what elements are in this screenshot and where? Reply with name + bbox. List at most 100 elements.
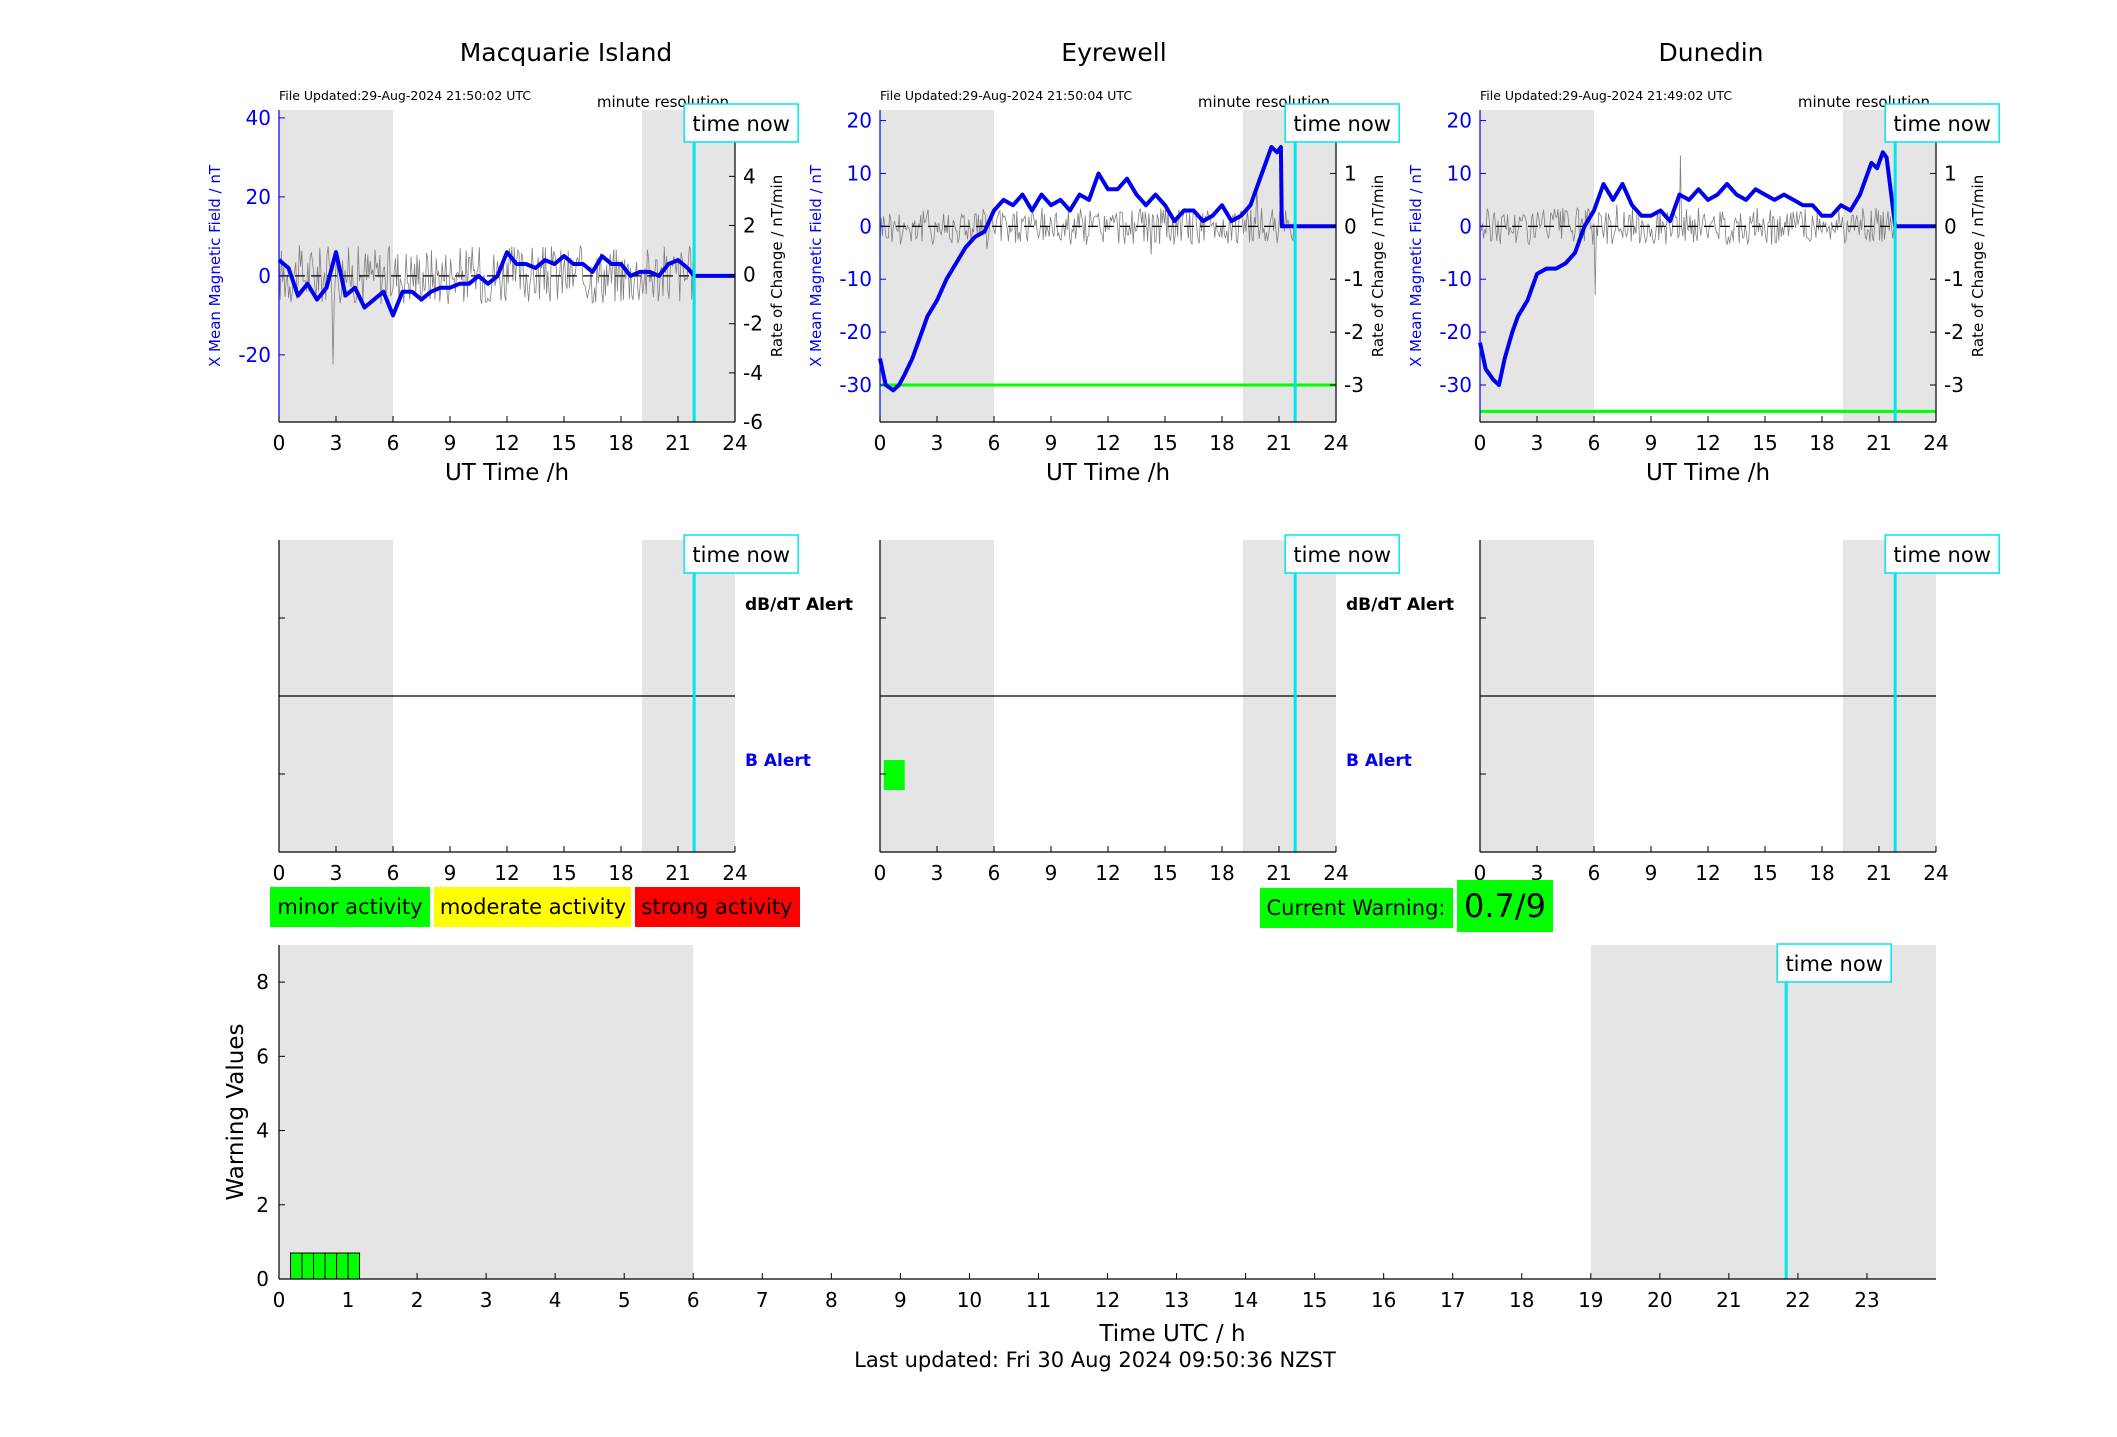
warning-bar bbox=[290, 1252, 303, 1280]
y-right-tick-label: -2 bbox=[1344, 320, 1364, 344]
x-tick-label: 18 bbox=[608, 431, 633, 455]
time-now-label: time now bbox=[1293, 112, 1390, 136]
x-axis-label: UT Time /h bbox=[445, 460, 569, 486]
x-axis-label: UT Time /h bbox=[1646, 460, 1770, 486]
station-plot-2: File Updated:29-Aug-2024 21:49:02 UTC min… bbox=[1407, 88, 2000, 486]
warning-bar bbox=[301, 1252, 315, 1280]
warning-bar bbox=[336, 1252, 349, 1280]
time-now-box bbox=[1284, 534, 1400, 574]
y-right-tick-label: 4 bbox=[743, 164, 756, 188]
x-tick-label: 10 bbox=[957, 1288, 982, 1312]
y-right-tick-label: -3 bbox=[1944, 373, 1964, 397]
time-now-box bbox=[1884, 534, 2000, 574]
y-tick-label: -30 bbox=[1439, 373, 1472, 397]
alert-plot-2: 0 3 6 9 12 15 18 21 24 time now bbox=[1474, 534, 2000, 885]
x-tick-label: 24 bbox=[1923, 431, 1948, 455]
x-tick-label: 6 bbox=[387, 861, 400, 885]
b-alert-label: B Alert bbox=[1346, 751, 1412, 771]
x-tick-label: 3 bbox=[330, 861, 343, 885]
y-right-tick-label: 1 bbox=[1344, 161, 1357, 185]
y-tick-label: 20 bbox=[847, 109, 872, 133]
x-tick-label: 24 bbox=[722, 861, 747, 885]
y-tick-label: 6 bbox=[256, 1044, 269, 1068]
time-now-label: time now bbox=[692, 112, 789, 136]
station-title-macquarie: Macquarie Island bbox=[460, 38, 673, 67]
x-tick-label: 12 bbox=[1095, 431, 1120, 455]
warning-bar bbox=[313, 1252, 326, 1280]
x-tick-label: 18 bbox=[1809, 861, 1834, 885]
warning-bar bbox=[347, 1252, 361, 1280]
x-tick-label: 3 bbox=[1531, 431, 1544, 455]
x-tick-label: 20 bbox=[1647, 1288, 1672, 1312]
dbdt-alert-label: dB/dT Alert bbox=[1346, 595, 1454, 615]
x-tick-label: 18 bbox=[1209, 861, 1234, 885]
x-tick-label: 6 bbox=[1588, 861, 1601, 885]
file-updated-text: File Updated:29-Aug-2024 21:49:02 UTC bbox=[1480, 88, 1732, 103]
dbdt-alert-label: dB/dT Alert bbox=[745, 595, 853, 615]
y-right-tick-label: -1 bbox=[1344, 267, 1364, 291]
strong-activity-swatch bbox=[635, 887, 800, 927]
minor-activity-label: minor activity bbox=[277, 895, 422, 919]
x-tick-label: 15 bbox=[551, 431, 576, 455]
x-tick-label: 21 bbox=[1716, 1288, 1741, 1312]
x-tick-label: 13 bbox=[1164, 1288, 1189, 1312]
activity-legend: minor activity moderate activity strong … bbox=[270, 887, 800, 927]
y-tick-label: -30 bbox=[839, 373, 872, 397]
station-title-dunedin: Dunedin bbox=[1659, 38, 1764, 67]
y-axis-label: X Mean Magnetic Field / nT bbox=[1407, 164, 1425, 367]
x-tick-label: 0 bbox=[874, 861, 887, 885]
x-tick-label: 3 bbox=[330, 431, 343, 455]
y-tick-label: 8 bbox=[256, 970, 269, 994]
y-tick-label: -20 bbox=[238, 343, 271, 367]
y-right-tick-label: 2 bbox=[743, 213, 756, 237]
station-field-plots: File Updated:29-Aug-2024 21:50:02 UTC min… bbox=[206, 88, 2000, 486]
x-tick-label: 6 bbox=[1588, 431, 1601, 455]
x-tick-label: 24 bbox=[1323, 431, 1348, 455]
station-plot-0: File Updated:29-Aug-2024 21:50:02 UTC min… bbox=[206, 88, 799, 486]
time-now-label: time now bbox=[1293, 543, 1390, 567]
station-title-eyrewell: Eyrewell bbox=[1061, 38, 1166, 67]
x-tick-label: 12 bbox=[1695, 861, 1720, 885]
x-tick-label: 15 bbox=[1152, 431, 1177, 455]
moderate-activity-label: moderate activity bbox=[440, 895, 626, 919]
x-tick-label: 9 bbox=[1645, 861, 1658, 885]
night-shading bbox=[1842, 110, 1936, 422]
station-plot-1: File Updated:29-Aug-2024 21:50:04 UTC min… bbox=[807, 88, 1400, 486]
x-tick-label: 9 bbox=[1045, 431, 1058, 455]
y-tick-label: 10 bbox=[847, 161, 872, 185]
x-tick-label: 7 bbox=[756, 1288, 769, 1312]
station-alert-plots: 0 3 6 9 12 15 18 21 24 dB/dT Alert B Alert time now… bbox=[273, 534, 2000, 885]
x-tick-label: 6 bbox=[988, 861, 1001, 885]
y-tick-label: 0 bbox=[859, 214, 872, 238]
y-right-tick-label: 0 bbox=[1344, 214, 1357, 238]
x-tick-label: 17 bbox=[1440, 1288, 1465, 1312]
x-tick-label: 21 bbox=[665, 861, 690, 885]
y-right-tick-label: 0 bbox=[1944, 214, 1957, 238]
night-shading bbox=[1242, 110, 1336, 422]
y-tick-label: 40 bbox=[246, 106, 271, 130]
y-tick-label: 4 bbox=[256, 1119, 269, 1143]
y-right-tick-label: 0 bbox=[743, 263, 756, 287]
x-tick-label: 9 bbox=[444, 431, 457, 455]
y-right-axis-label: Rate of Change / nT/min bbox=[1969, 175, 1987, 357]
x-tick-label: 1 bbox=[342, 1288, 355, 1312]
y-right-tick-label: -1 bbox=[1944, 267, 1964, 291]
x-tick-label: 12 bbox=[1095, 1288, 1120, 1312]
x-tick-label: 12 bbox=[494, 431, 519, 455]
y-tick-label: 10 bbox=[1447, 161, 1472, 185]
current-warning-value: 0.7/9 bbox=[1464, 887, 1546, 925]
y-axis-label: Warning Values bbox=[223, 1023, 249, 1200]
current-warning-label: Current Warning: bbox=[1267, 896, 1446, 920]
x-tick-label: 11 bbox=[1026, 1288, 1051, 1312]
x-tick-label: 8 bbox=[825, 1288, 838, 1312]
x-tick-label: 22 bbox=[1785, 1288, 1810, 1312]
b-alert-block bbox=[883, 760, 905, 790]
y-tick-label: 2 bbox=[256, 1193, 269, 1217]
y-right-axis-label: Rate of Change / nT/min bbox=[768, 175, 786, 357]
y-tick-label: 0 bbox=[256, 1267, 269, 1291]
moderate-activity-swatch bbox=[434, 887, 631, 927]
alert-plot-0: 0 3 6 9 12 15 18 21 24 dB/dT Alert B Alert time now bbox=[273, 534, 853, 885]
y-right-tick-label: 1 bbox=[1944, 161, 1957, 185]
time-now-box bbox=[1884, 103, 2000, 143]
y-tick-label: -10 bbox=[1439, 267, 1472, 291]
